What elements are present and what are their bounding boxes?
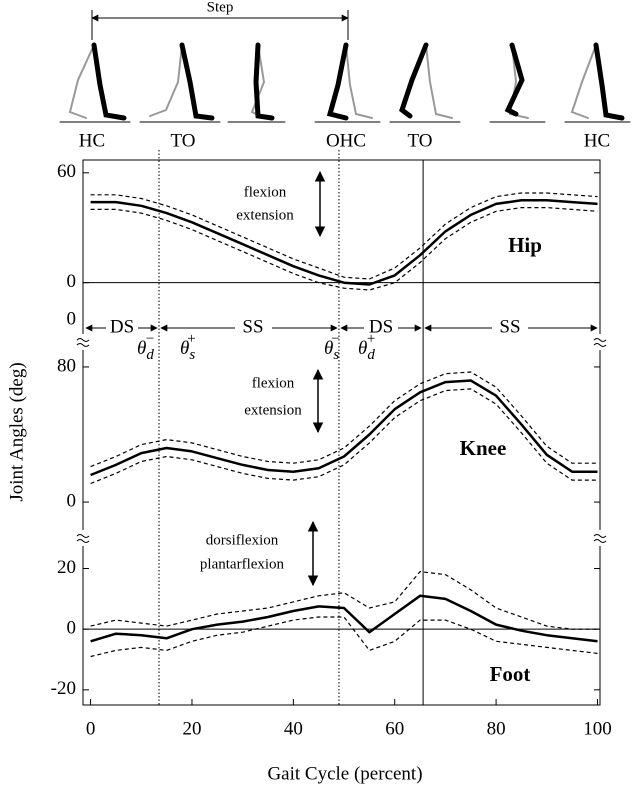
threshold-sup: + bbox=[187, 331, 195, 347]
mean-line bbox=[90, 379, 598, 477]
step-label: Step bbox=[207, 0, 234, 15]
phase-label: DS bbox=[110, 316, 134, 337]
direction-arrows bbox=[307, 170, 326, 587]
y-axis-label: Joint Angles (deg) bbox=[6, 362, 27, 501]
annotation: flexion bbox=[252, 375, 295, 391]
event-label: OHC bbox=[326, 130, 366, 151]
x-tick-label: 40 bbox=[284, 718, 303, 739]
y-tick-label: 0 bbox=[67, 618, 77, 639]
annotation: extension bbox=[244, 402, 302, 418]
threshold-sub: s bbox=[189, 347, 195, 363]
y-tick-label: 0 bbox=[67, 490, 77, 511]
annotation: dorsiflexion bbox=[206, 532, 279, 548]
threshold-label: θs+ bbox=[180, 331, 196, 363]
x-tick-label: 60 bbox=[385, 718, 404, 739]
mean-line bbox=[90, 199, 598, 286]
x-tick-label: 80 bbox=[487, 718, 506, 739]
leg-figures bbox=[59, 42, 631, 123]
axis-breaks bbox=[76, 334, 607, 546]
event-label: TO bbox=[171, 130, 196, 151]
panel-title: Hip bbox=[508, 233, 542, 257]
threshold-labels: θd− θs+ θs− θd+ bbox=[137, 331, 375, 363]
annotation: extension bbox=[236, 207, 294, 223]
threshold-sup: − bbox=[146, 331, 154, 347]
phase-label: SS bbox=[242, 316, 263, 337]
threshold-symbol: θ bbox=[180, 338, 189, 359]
band-line bbox=[90, 371, 598, 468]
threshold-symbol: θ bbox=[324, 338, 333, 359]
threshold-sup: − bbox=[331, 331, 339, 347]
threshold-symbol: θ bbox=[137, 338, 146, 359]
threshold-label: θd+ bbox=[358, 331, 375, 363]
event-label: HC bbox=[584, 130, 610, 151]
x-tick-label: 20 bbox=[182, 718, 201, 739]
panel-title: Knee bbox=[460, 436, 507, 460]
event-label: TO bbox=[408, 130, 433, 151]
threshold-symbol: θ bbox=[358, 338, 367, 359]
band-line bbox=[90, 388, 598, 485]
y-tick-label: 80 bbox=[57, 355, 76, 376]
y-tick-label: -20 bbox=[51, 678, 76, 699]
y-tick-label: 20 bbox=[57, 557, 76, 578]
plot-frame bbox=[82, 159, 601, 706]
phase-label: DS bbox=[369, 316, 393, 337]
phase-label: SS bbox=[499, 316, 520, 337]
y-tick-label: 60 bbox=[57, 161, 76, 182]
threshold-label: θd− bbox=[137, 331, 154, 363]
x-tick-label: 0 bbox=[86, 718, 96, 739]
x-axis-label: Gait Cycle (percent) bbox=[267, 763, 422, 784]
band-line bbox=[90, 207, 598, 291]
y-tick-label: 0 bbox=[67, 271, 77, 292]
threshold-sub: d bbox=[367, 347, 375, 363]
threshold-sub: d bbox=[146, 347, 154, 363]
event-label: HC bbox=[79, 130, 105, 151]
annotation: flexion bbox=[244, 184, 287, 200]
x-tick-label: 100 bbox=[583, 718, 612, 739]
threshold-sub: s bbox=[333, 347, 339, 363]
mean-line bbox=[90, 594, 598, 643]
band-line bbox=[90, 192, 598, 280]
band-line bbox=[90, 571, 598, 630]
annotation: plantarflexion bbox=[200, 556, 285, 572]
threshold-sup: + bbox=[367, 331, 375, 347]
threshold-label: θs− bbox=[324, 331, 340, 363]
break-label: 0 bbox=[67, 308, 77, 329]
panel-title: Foot bbox=[490, 662, 531, 686]
band-line bbox=[90, 616, 598, 658]
